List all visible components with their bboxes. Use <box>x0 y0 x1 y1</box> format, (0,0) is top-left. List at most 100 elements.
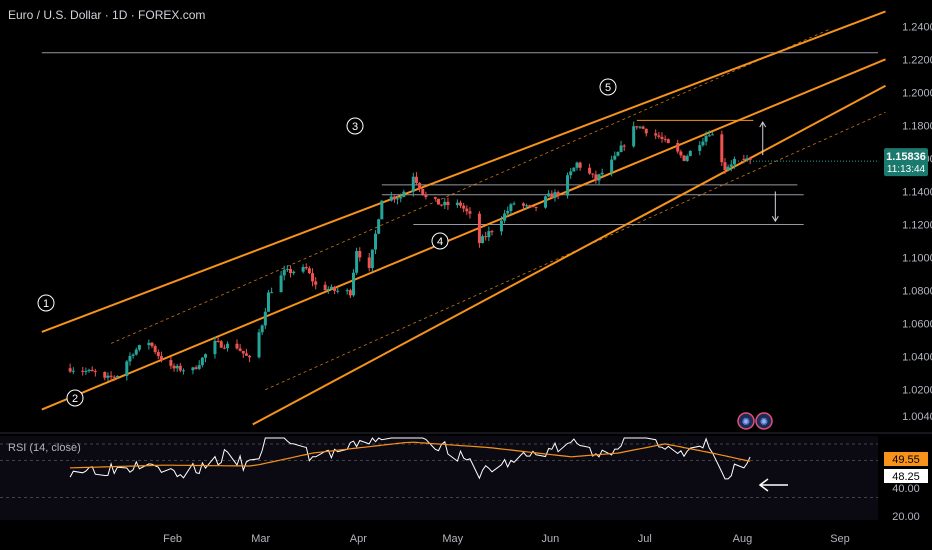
candle-body <box>632 126 636 147</box>
candle-body <box>248 355 252 358</box>
candle-body <box>591 173 595 175</box>
candle-body <box>367 257 371 269</box>
candle-body <box>263 311 267 326</box>
economic-event-icon <box>737 412 755 430</box>
candle-body <box>71 370 75 372</box>
flag-glyph-icon: ✺ <box>760 417 768 428</box>
candle-body <box>289 268 293 274</box>
candle-body <box>569 171 573 176</box>
time-tick-label: Apr <box>350 533 367 545</box>
candle-body <box>392 196 396 200</box>
candle-body <box>644 128 648 134</box>
candle-body <box>311 273 315 282</box>
candle-body <box>244 353 248 356</box>
candle-body <box>682 155 686 161</box>
candle-body <box>172 365 176 369</box>
candle-body <box>204 354 208 358</box>
candle-body <box>389 196 393 201</box>
rsi-series-rsi <box>69 437 751 480</box>
candle-body <box>380 200 384 220</box>
candle-body <box>531 206 535 208</box>
candle-body <box>742 158 746 160</box>
candle-body <box>216 340 220 342</box>
price-tick-label: 1.00400 <box>902 411 932 423</box>
rsi-value-badge <box>884 469 928 483</box>
wave-label-3: 3 <box>352 121 358 133</box>
price-tick-label: 1.08000 <box>902 286 932 298</box>
candle-body <box>660 136 664 139</box>
economic-event-icon <box>755 412 773 430</box>
price-tick-label: 1.14000 <box>902 186 932 198</box>
candle-body <box>477 213 481 244</box>
candle-body <box>106 375 110 378</box>
price-tick-label: 1.18000 <box>902 120 932 132</box>
rsi-tick-label: 20.00 <box>892 511 920 523</box>
candle-body <box>115 375 119 377</box>
candle-body <box>81 370 85 372</box>
candle-body <box>200 357 204 366</box>
channel-line-2 <box>252 84 886 426</box>
candle-body <box>219 341 223 348</box>
candle-body <box>169 360 173 366</box>
candle-body <box>666 139 670 143</box>
time-tick-label: Jul <box>638 533 652 545</box>
candle-body <box>270 292 274 294</box>
countdown-timer: 11:13:44 <box>887 164 926 175</box>
candle-body <box>374 233 378 250</box>
candle-body <box>181 370 185 372</box>
time-tick-label: Mar <box>251 533 270 545</box>
candle-body <box>307 268 311 274</box>
candle-body <box>499 220 503 232</box>
wave-label-4: 4 <box>437 236 443 248</box>
candle-body <box>411 176 415 192</box>
candle-body <box>351 272 355 296</box>
rsi-ma-value: 49.55 <box>892 454 920 466</box>
candle-body <box>314 281 318 285</box>
candle-body <box>147 342 151 346</box>
candle-body <box>396 198 400 200</box>
candle-body <box>241 350 245 354</box>
flag-glyph-icon: ✺ <box>742 417 750 428</box>
candle-body <box>468 211 472 214</box>
candle-body <box>329 286 333 289</box>
candle-body <box>509 204 513 211</box>
candle-body <box>588 167 592 174</box>
candle-body <box>481 236 485 244</box>
candle-body <box>424 194 428 198</box>
wave-label-1: 1 <box>43 298 49 310</box>
candle-body <box>345 290 349 292</box>
candle-body <box>418 183 422 190</box>
candle-body <box>150 342 154 347</box>
candle-body <box>433 197 437 199</box>
candle-body <box>544 196 548 208</box>
candle-body <box>440 204 444 206</box>
candle-body <box>490 231 494 233</box>
candle-body <box>698 145 702 151</box>
candle-body <box>128 355 132 362</box>
candle-body <box>156 352 160 357</box>
wave-label-circle <box>346 117 364 135</box>
price-tick-label: 1.10000 <box>902 253 932 265</box>
candle-body <box>748 158 752 160</box>
candle-body <box>566 175 570 196</box>
time-tick-label: Sep <box>830 533 850 545</box>
candle-body <box>257 332 261 358</box>
candle-body <box>729 164 733 167</box>
projection-arrowhead-0 <box>759 121 767 128</box>
channel-line-0 <box>41 10 886 333</box>
candle-body <box>137 345 141 350</box>
candle-body <box>600 172 604 175</box>
price-tick-label: 1.06000 <box>902 319 932 331</box>
channel-line-1 <box>41 58 886 411</box>
wave-label-2: 2 <box>72 393 78 405</box>
candle-body <box>704 135 708 142</box>
candle-body <box>550 193 554 198</box>
candle-body <box>455 202 459 206</box>
candle-body <box>68 368 72 372</box>
candle-body <box>707 135 711 137</box>
candle-body <box>153 346 157 353</box>
candle-body <box>292 271 296 274</box>
candle-body <box>134 349 138 355</box>
candle-body <box>333 286 337 291</box>
